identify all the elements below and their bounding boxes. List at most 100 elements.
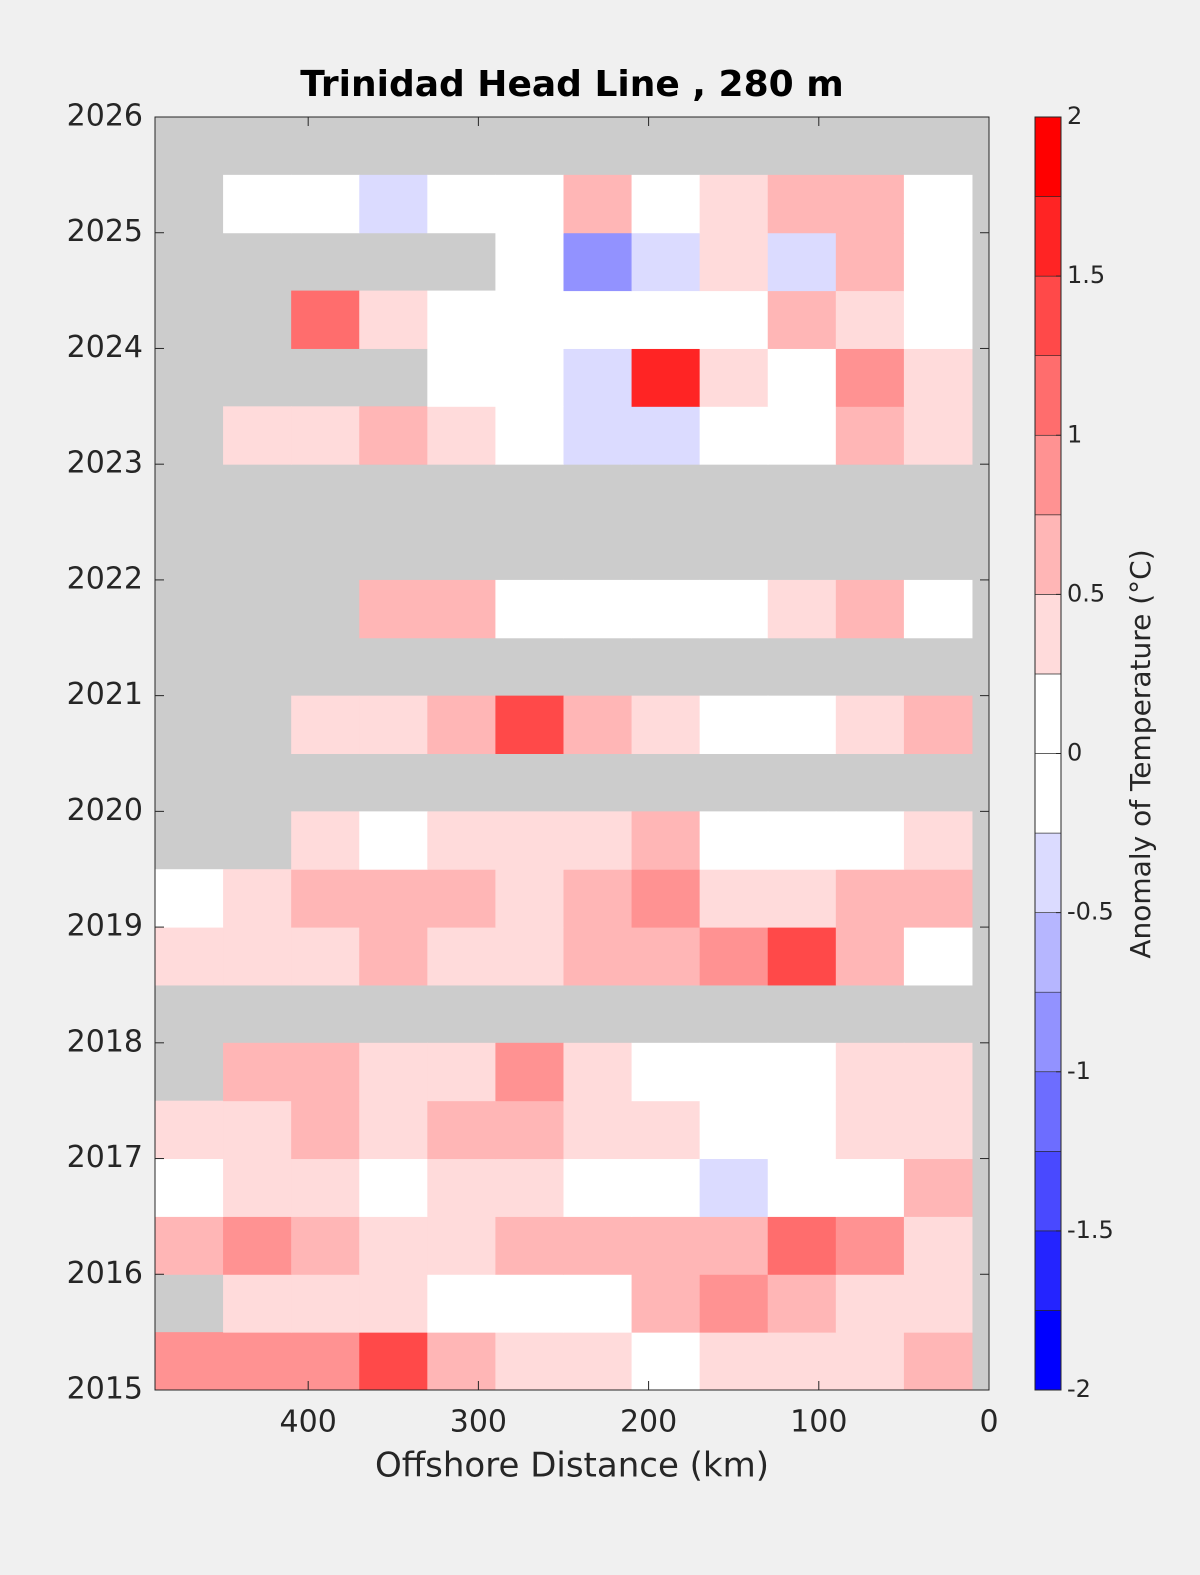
contour-cell [427, 695, 496, 754]
contour-cell [903, 1332, 973, 1391]
contour-cell [835, 1274, 905, 1333]
contour-cell [291, 406, 360, 465]
x-axis-label: Offshore Distance (km) [375, 1446, 769, 1486]
contour-cell [563, 348, 633, 407]
colorbar-bin [1034, 912, 1062, 993]
contour-cell [563, 174, 633, 234]
contour-cell [223, 1274, 292, 1333]
contour-cell [563, 811, 633, 870]
colorbar-tick-label: 1 [1067, 420, 1082, 448]
colorbar-tick-label: 0 [1067, 739, 1082, 767]
contour-cell [903, 811, 973, 870]
contour-cell [631, 1158, 701, 1217]
contour-cell [563, 579, 633, 639]
contour-cell [563, 869, 633, 928]
colorbar-bin [1034, 753, 1062, 834]
colorbar-tick-label: 2 [1067, 102, 1082, 130]
contour-cell [495, 927, 564, 986]
contour-cell [291, 290, 360, 349]
contour-cell [903, 290, 973, 349]
contour-cell [767, 811, 837, 870]
colorbar-bin [1034, 832, 1062, 913]
contour-cell [631, 1332, 701, 1391]
contour-cell [495, 290, 564, 349]
y-tick-label: 2022 [67, 561, 143, 596]
contour-cell [835, 811, 905, 870]
contour-cell [495, 174, 564, 234]
contour-cell [767, 290, 837, 349]
contour-cell [835, 869, 905, 928]
contour-cell [359, 927, 428, 986]
contour-cell [767, 1042, 837, 1102]
contour-cell [155, 1100, 224, 1160]
contour-cell [495, 1042, 564, 1102]
contour-cell [563, 406, 633, 465]
colorbar-bin [1034, 673, 1062, 754]
contour-cell [835, 1100, 905, 1160]
contour-cell [495, 1216, 564, 1275]
contour-cell [903, 927, 973, 986]
contour-cell [699, 1100, 769, 1160]
contour-cell [359, 1216, 428, 1275]
contour-cell [563, 1042, 633, 1102]
contour-cell [223, 174, 292, 234]
contour-cell [903, 232, 973, 292]
contour-cell [631, 869, 701, 928]
contour-cell [223, 1216, 292, 1275]
contour-cell [495, 869, 564, 928]
contour-cell [631, 579, 701, 639]
contour-cell [427, 290, 496, 349]
y-tick-label: 2024 [67, 330, 143, 365]
contour-cell [155, 1216, 224, 1275]
contour-cell [427, 1158, 496, 1217]
y-tick-label: 2023 [67, 446, 143, 481]
contour-cell [835, 1158, 905, 1217]
contour-cell [699, 869, 769, 928]
contour-cell [767, 174, 837, 234]
contour-cell [699, 811, 769, 870]
contour-cell [903, 1216, 973, 1275]
contour-cell [699, 290, 769, 349]
contour-cell [563, 1332, 633, 1391]
contour-cell [903, 1100, 973, 1160]
contour-cell [427, 927, 496, 986]
contour-cell [699, 232, 769, 292]
contour-cell [427, 1332, 496, 1391]
contour-cell [767, 1274, 837, 1333]
y-tick-label: 2017 [67, 1140, 143, 1175]
contour-cell [767, 927, 837, 986]
contour-cell [903, 579, 973, 639]
contour-cell [223, 406, 292, 465]
contour-cell [427, 579, 496, 639]
contour-cell [767, 232, 837, 292]
contour-cell [767, 1100, 837, 1160]
colorbar-bin [1034, 991, 1062, 1073]
colorbar-tick-label: -2 [1067, 1375, 1091, 1403]
contour-cell [359, 695, 428, 754]
colorbar-bin [1034, 196, 1062, 277]
contour-cell [495, 579, 564, 639]
contour-cell [291, 1274, 360, 1333]
contour-cell [427, 174, 496, 234]
contour-cell [835, 695, 905, 754]
contour-cell [223, 869, 292, 928]
contour-cell [427, 1042, 496, 1102]
x-tick-label: 0 [979, 1405, 998, 1440]
contour-cell [699, 174, 769, 234]
x-tick-label: 300 [450, 1405, 507, 1440]
y-tick-label: 2026 [67, 99, 143, 134]
contour-cell [903, 348, 973, 407]
contour-cell [699, 1216, 769, 1275]
contour-cell [699, 348, 769, 407]
contour-cell [563, 1158, 633, 1217]
plot-frame [154, 116, 990, 1391]
contour-cell [835, 1332, 905, 1391]
colorbar-tick-label: 1.5 [1067, 261, 1105, 289]
contour-cell [903, 1158, 973, 1217]
contour-cell [495, 695, 564, 754]
contour-cell [427, 406, 496, 465]
contour-cell [631, 927, 701, 986]
contour-cell [291, 1042, 360, 1102]
contour-cell [359, 811, 428, 870]
